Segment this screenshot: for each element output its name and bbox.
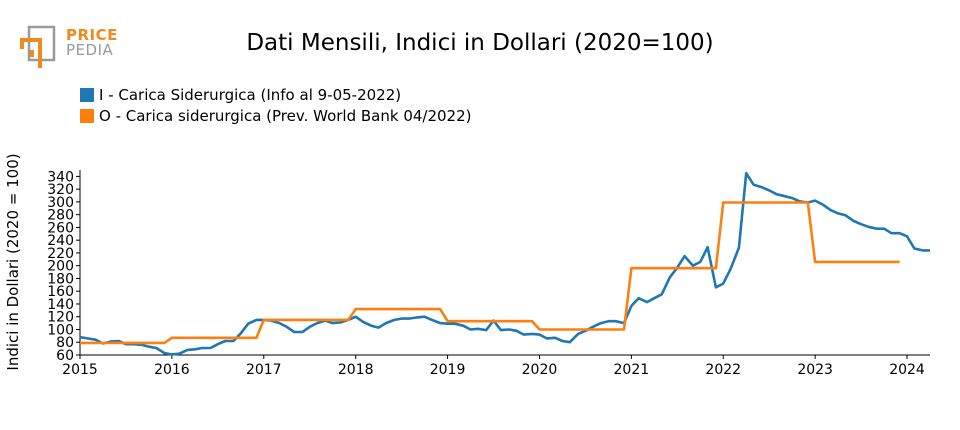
y-tick-label: 260 <box>47 220 74 236</box>
legend-swatch-series-2 <box>80 108 94 123</box>
x-tick-label: 2020 <box>522 362 558 378</box>
pricepedia-logo: PRICE PEDIA <box>18 24 128 74</box>
y-tick-label: 180 <box>47 271 74 287</box>
logo-mark <box>20 25 56 68</box>
series-lines <box>79 171 930 356</box>
y-tick-label: 320 <box>47 182 74 198</box>
x-tick-label: 2022 <box>705 362 741 378</box>
x-tick-label: 2024 <box>889 362 925 378</box>
y-tick-label: 240 <box>47 233 74 249</box>
legend-swatch-series-1 <box>80 87 94 102</box>
y-tick-label: 340 <box>47 169 74 185</box>
axes: 6080100120140160180200220240260280300320… <box>47 169 930 378</box>
x-tick-label: 2017 <box>246 362 282 378</box>
y-tick-label: 200 <box>47 259 74 275</box>
y-tick-label: 220 <box>47 246 74 262</box>
x-tick-label: 2021 <box>614 362 650 378</box>
y-tick-label: 300 <box>47 195 74 211</box>
chart-legend: I - Carica Siderurgica (Info al 9-05-202… <box>80 84 471 126</box>
series-line-2 <box>80 201 900 345</box>
y-axis-label: Indici in Dollari (2020 = 100) <box>4 153 22 370</box>
x-tick-label: 2016 <box>154 362 190 378</box>
x-tick-label: 2015 <box>62 362 98 378</box>
y-tick-label: 80 <box>56 335 74 351</box>
x-tick-label: 2019 <box>430 362 466 378</box>
logo-text-pedia: PEDIA <box>66 41 114 59</box>
legend-item-series-1: I - Carica Siderurgica (Info al 9-05-202… <box>80 84 471 105</box>
y-tick-label: 100 <box>47 322 74 338</box>
x-tick-label: 2023 <box>797 362 833 378</box>
y-tick-label: 120 <box>47 310 74 326</box>
logo-text-price: PRICE <box>66 26 118 44</box>
series-line-1 <box>79 171 930 356</box>
chart-title: Dati Mensili, Indici in Dollari (2020=10… <box>246 30 714 56</box>
y-tick-label: 280 <box>47 208 74 224</box>
legend-label-series-2: O - Carica siderurgica (Prev. World Bank… <box>99 106 472 125</box>
y-tick-label: 140 <box>47 297 74 313</box>
legend-label-series-1: I - Carica Siderurgica (Info al 9-05-202… <box>99 85 402 104</box>
y-tick-label: 60 <box>56 348 74 364</box>
x-tick-label: 2018 <box>338 362 374 378</box>
legend-item-series-2: O - Carica siderurgica (Prev. World Bank… <box>80 105 471 126</box>
y-tick-label: 160 <box>47 284 74 300</box>
